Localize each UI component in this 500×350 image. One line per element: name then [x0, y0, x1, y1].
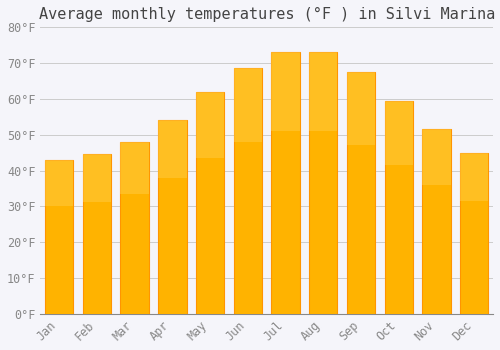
Bar	[347, 72, 375, 145]
Bar	[45, 160, 74, 206]
Bar	[234, 69, 262, 142]
Bar	[234, 69, 262, 314]
Bar	[196, 92, 224, 159]
Bar	[347, 72, 375, 314]
Bar	[272, 52, 299, 314]
Bar	[384, 101, 413, 314]
Bar	[83, 154, 111, 314]
Bar	[460, 153, 488, 314]
Bar	[460, 153, 488, 201]
Bar	[83, 154, 111, 202]
Bar	[422, 130, 450, 314]
Bar	[196, 92, 224, 314]
Bar	[309, 52, 338, 314]
Bar	[120, 142, 149, 314]
Bar	[45, 160, 74, 314]
Bar	[384, 101, 413, 165]
Bar	[422, 130, 450, 185]
Bar	[309, 52, 338, 131]
Title: Average monthly temperatures (°F ) in Silvi Marina: Average monthly temperatures (°F ) in Si…	[38, 7, 495, 22]
Bar	[272, 52, 299, 131]
Bar	[120, 142, 149, 194]
Bar	[158, 120, 186, 178]
Bar	[158, 120, 186, 314]
